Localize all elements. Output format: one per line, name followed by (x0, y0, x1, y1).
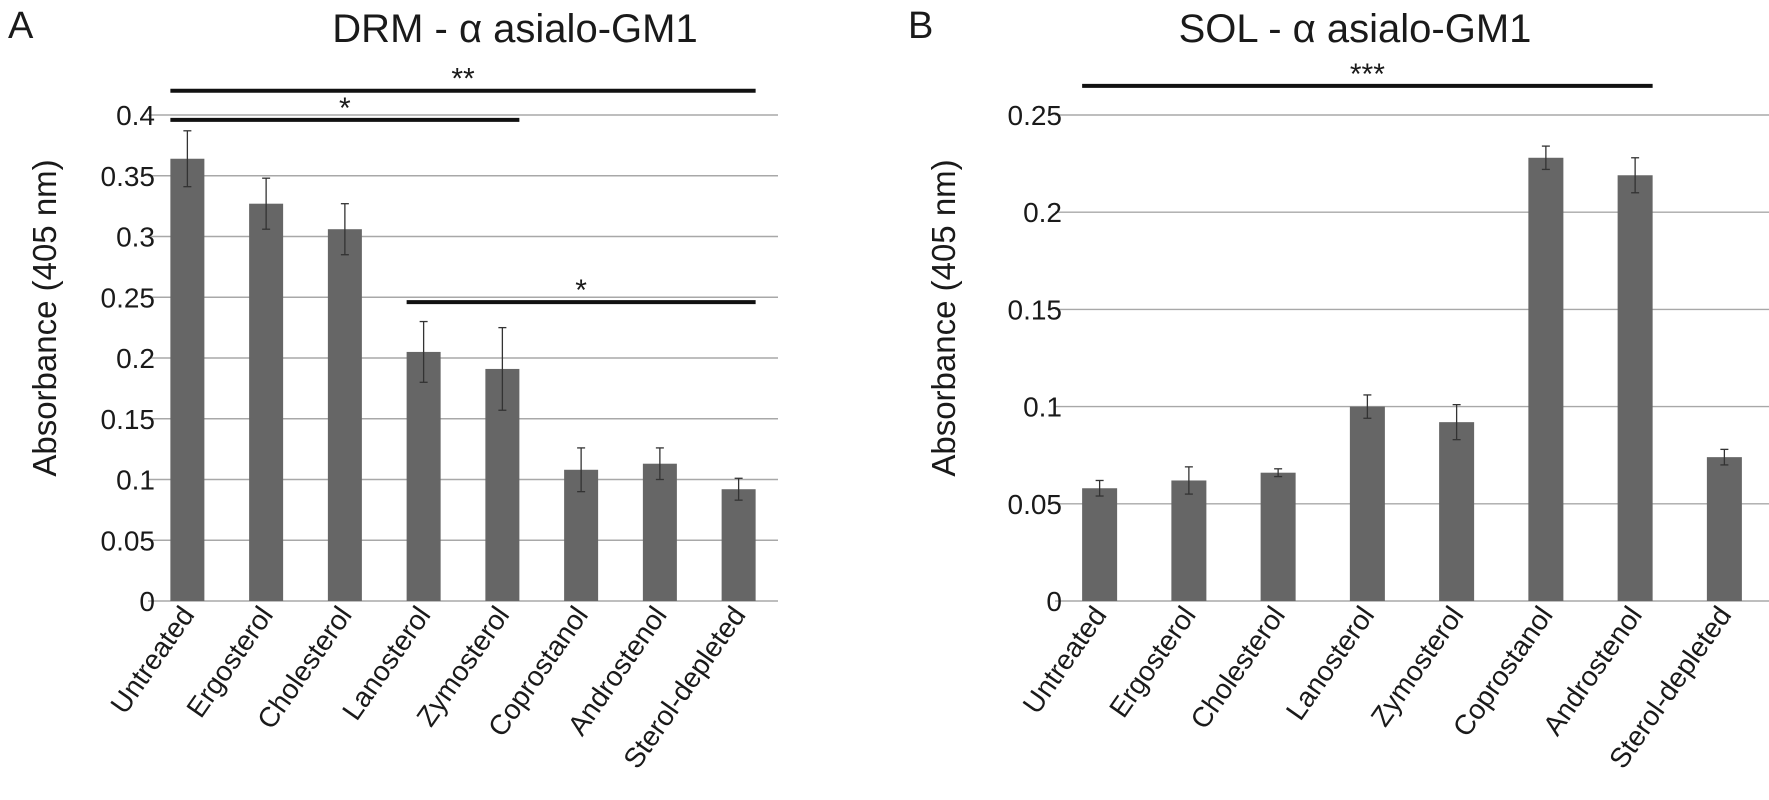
y-tick-label: 0.1 (116, 465, 155, 496)
panel-a-chart: A DRM - α asialo-GM1 Absorbance (405 nm)… (8, 5, 778, 774)
y-tick-label: 0.15 (1008, 294, 1063, 325)
panel-b-chart: B SOL - α asialo-GM1 Absorbance (405 nm)… (908, 5, 1769, 774)
y-tick-label: 0 (139, 586, 155, 617)
y-tick-label: 0.05 (1008, 489, 1063, 520)
bar (1439, 422, 1475, 601)
significance-label: * (575, 274, 587, 307)
bar (642, 463, 677, 601)
y-tick-label: 0.05 (101, 525, 156, 556)
panel-b-title: SOL - α asialo-GM1 (1179, 7, 1532, 51)
y-tick-label: 0.35 (101, 161, 156, 192)
bar (1082, 488, 1118, 601)
bar (406, 351, 441, 601)
y-tick-label: 0.25 (101, 282, 156, 313)
y-tick-label: 0.4 (116, 100, 155, 131)
x-tick-label: Cholesterol (1184, 601, 1291, 735)
y-tick-label: 0.2 (1023, 197, 1062, 228)
bar (1349, 406, 1385, 601)
bar (249, 203, 284, 601)
bar (1528, 157, 1564, 601)
bar (1171, 480, 1207, 601)
panel-a-title: DRM - α asialo-GM1 (332, 7, 697, 51)
bar (1617, 175, 1653, 601)
x-tick-label: Ergosterol (1103, 601, 1202, 723)
x-tick-label: Untreated (1017, 601, 1113, 720)
y-tick-label: 0.2 (116, 343, 155, 374)
y-tick-label: 0.15 (101, 404, 156, 435)
panel-a-label: A (8, 5, 34, 47)
y-tick-label: 0.3 (116, 222, 155, 253)
significance-label: ** (451, 63, 475, 96)
x-tick-label: Zymosterol (1365, 601, 1470, 732)
bar (1260, 472, 1296, 601)
bar (721, 489, 756, 601)
panel-b-y-axis-label: Absorbance (405 nm) (925, 159, 962, 476)
significance-label: * (339, 92, 351, 125)
y-tick-label: 0 (1046, 586, 1062, 617)
bar (327, 229, 362, 601)
y-tick-label: 0.25 (1008, 100, 1063, 131)
bar (170, 158, 205, 602)
panel-b-label: B (908, 5, 933, 47)
bar (1706, 457, 1742, 601)
x-tick-label: Lanosterol (1280, 601, 1380, 726)
panel-a-y-axis-label: Absorbance (405 nm) (26, 159, 63, 476)
significance-label: *** (1350, 58, 1385, 91)
y-tick-label: 0.1 (1023, 392, 1062, 423)
